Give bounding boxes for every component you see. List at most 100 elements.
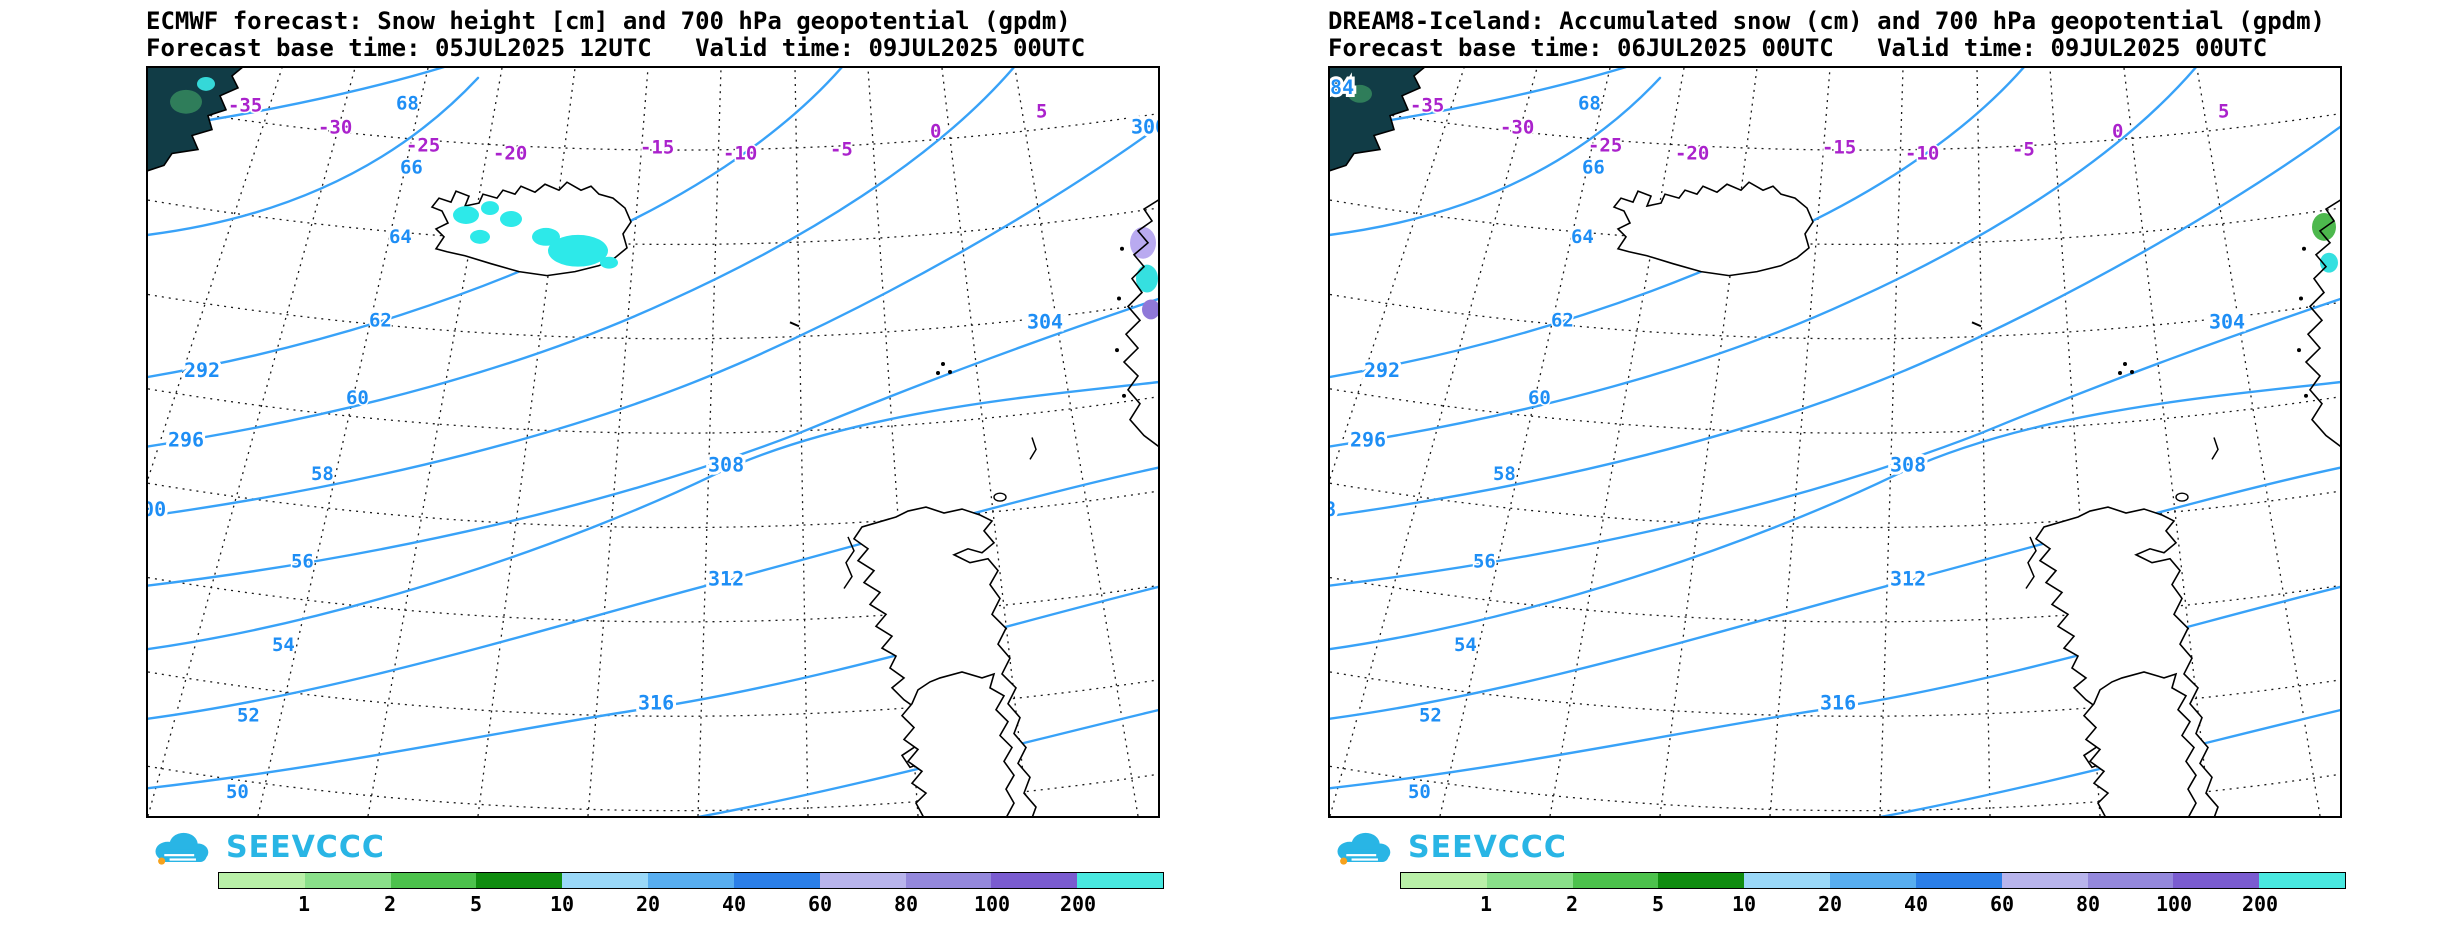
svg-text:68: 68	[396, 93, 419, 115]
svg-text:-15: -15	[1822, 136, 1856, 158]
coastlines-east	[1971, 199, 2340, 816]
svg-text:312: 312	[708, 568, 744, 591]
svg-text:50: 50	[1408, 781, 1431, 803]
svg-text:292: 292	[1364, 359, 1400, 382]
colorbar-tick-label: 1	[1479, 892, 1493, 916]
svg-text:58: 58	[1493, 463, 1516, 485]
colorbar-tick-label: 80	[2075, 892, 2101, 916]
svg-text:62: 62	[369, 309, 392, 331]
panel-subtitle: Forecast base time: 05JUL2025 12UTC Vali…	[146, 34, 1086, 62]
map-svg-dream8: -35 -30 -25 -20 -15 -10 -5 0 5 68 66 64 62 60 58 56 54 52…	[1330, 68, 2340, 816]
colorbar: 1 2 5 10 20 40 60 80 100 200	[1400, 872, 2346, 916]
svg-text:-30: -30	[318, 117, 352, 139]
colorbar-scale	[1400, 872, 2346, 889]
svg-text:296: 296	[1350, 429, 1386, 452]
svg-text:-20: -20	[1675, 142, 1709, 164]
svg-text:308: 308	[1330, 498, 1336, 521]
svg-text:300: 300	[148, 498, 166, 521]
panel-title: DREAM8-Iceland: Accumulated snow (cm) an…	[1328, 7, 2325, 35]
svg-text:-10: -10	[723, 142, 757, 164]
colorbar-tick-label: 5	[1651, 892, 1665, 916]
panel-header: DREAM8-Iceland: Accumulated snow (cm) an…	[1328, 8, 2342, 62]
colorbar-tick-label: 5	[469, 892, 483, 916]
snow-patches	[453, 201, 618, 269]
colorbar-segment	[648, 873, 734, 888]
map-frame-ecmwf: -35 -30 -25 -20 -15 -10 -5 0 5 68 66 64 62 60 58 56 54 52…	[146, 66, 1160, 818]
colorbar-segment	[905, 873, 992, 888]
colorbar-segment	[1744, 873, 1831, 888]
colorbar-tick-label: 10	[1731, 892, 1757, 916]
seevccc-cloud-icon	[1337, 832, 1391, 865]
colorbar-scale	[218, 872, 1164, 889]
logo-text: SEEVCCC	[226, 829, 385, 865]
colorbar-tick-label: 2	[1565, 892, 1579, 916]
svg-text:-35: -35	[1410, 95, 1444, 117]
colorbar-tick-label: 40	[1903, 892, 1929, 916]
colorbar-segment	[390, 873, 477, 888]
colorbar-segment	[219, 873, 305, 888]
svg-text:312: 312	[1890, 568, 1926, 591]
colorbar-tick-label: 10	[549, 892, 575, 916]
svg-text:-25: -25	[406, 134, 440, 156]
map-svg-ecmwf: -35 -30 -25 -20 -15 -10 -5 0 5 68 66 64 62 60 58 56 54 52…	[148, 68, 1158, 816]
logo-row: SEEVCCC	[1328, 826, 2342, 868]
panel-title: ECMWF forecast: Snow height [cm] and 700…	[146, 7, 1071, 35]
coastlines	[1330, 68, 1814, 277]
colorbar-tick-label: 60	[1989, 892, 2015, 916]
svg-text:66: 66	[400, 156, 423, 178]
svg-text:-10: -10	[1905, 142, 1939, 164]
panel-header: ECMWF forecast: Snow height [cm] and 700…	[146, 8, 1160, 62]
svg-text:284: 284	[1330, 76, 1354, 99]
svg-text:64: 64	[1571, 226, 1594, 248]
svg-text:292: 292	[184, 359, 220, 382]
svg-text:300: 300	[1131, 116, 1158, 139]
colorbar-tick-label: 80	[893, 892, 919, 916]
svg-text:316: 316	[1820, 692, 1856, 715]
svg-text:52: 52	[237, 705, 260, 727]
svg-text:-15: -15	[640, 136, 674, 158]
colorbar-segment	[1658, 873, 1745, 888]
colorbar-segment	[1572, 873, 1659, 888]
svg-text:54: 54	[272, 634, 295, 656]
colorbar-segment	[304, 873, 391, 888]
svg-text:-20: -20	[493, 142, 527, 164]
panel-dream8: DREAM8-Iceland: Accumulated snow (cm) an…	[1328, 8, 2346, 916]
svg-text:296: 296	[168, 429, 204, 452]
svg-text:0: 0	[2112, 121, 2123, 143]
svg-text:304: 304	[1027, 310, 1063, 333]
colorbar-segment	[476, 873, 563, 888]
colorbar-tick-label: 100	[973, 892, 1011, 916]
svg-text:308: 308	[1890, 453, 1926, 476]
svg-text:50: 50	[226, 781, 249, 803]
colorbar-tick-label: 60	[807, 892, 833, 916]
svg-text:54: 54	[1454, 634, 1477, 656]
colorbar-tick-label: 200	[2241, 892, 2279, 916]
seevccc-cloud-icon	[155, 832, 209, 865]
coastlines-east	[789, 199, 1158, 816]
svg-text:-25: -25	[1588, 134, 1622, 156]
svg-text:-5: -5	[2012, 138, 2035, 160]
colorbar-segment	[562, 873, 649, 888]
map-frame-dream8: -35 -30 -25 -20 -15 -10 -5 0 5 68 66 64 62 60 58 56 54 52…	[1328, 66, 2342, 818]
svg-text:308: 308	[708, 453, 744, 476]
svg-text:66: 66	[1582, 156, 1605, 178]
svg-text:64: 64	[389, 226, 412, 248]
svg-text:58: 58	[311, 463, 334, 485]
svg-text:304: 304	[2209, 310, 2245, 333]
panel-subtitle: Forecast base time: 06JUL2025 00UTC Vali…	[1328, 34, 2268, 62]
svg-text:68: 68	[1578, 93, 1601, 115]
colorbar-segment	[1077, 873, 1163, 888]
svg-text:5: 5	[1036, 101, 1047, 123]
colorbar-tick-label: 200	[1059, 892, 1097, 916]
logo-text: SEEVCCC	[1408, 829, 1567, 865]
colorbar-segment	[2173, 873, 2260, 888]
svg-text:52: 52	[1419, 705, 1442, 727]
colorbar: 1 2 5 10 20 40 60 80 100 200	[218, 872, 1164, 916]
svg-text:-30: -30	[1500, 117, 1534, 139]
colorbar-tick-label: 20	[635, 892, 661, 916]
logo-row: SEEVCCC	[146, 826, 1160, 868]
colorbar-segment	[1486, 873, 1573, 888]
svg-text:-35: -35	[228, 95, 262, 117]
panel-ecmwf: ECMWF forecast: Snow height [cm] and 700…	[146, 8, 1164, 916]
colorbar-segment	[733, 873, 820, 888]
